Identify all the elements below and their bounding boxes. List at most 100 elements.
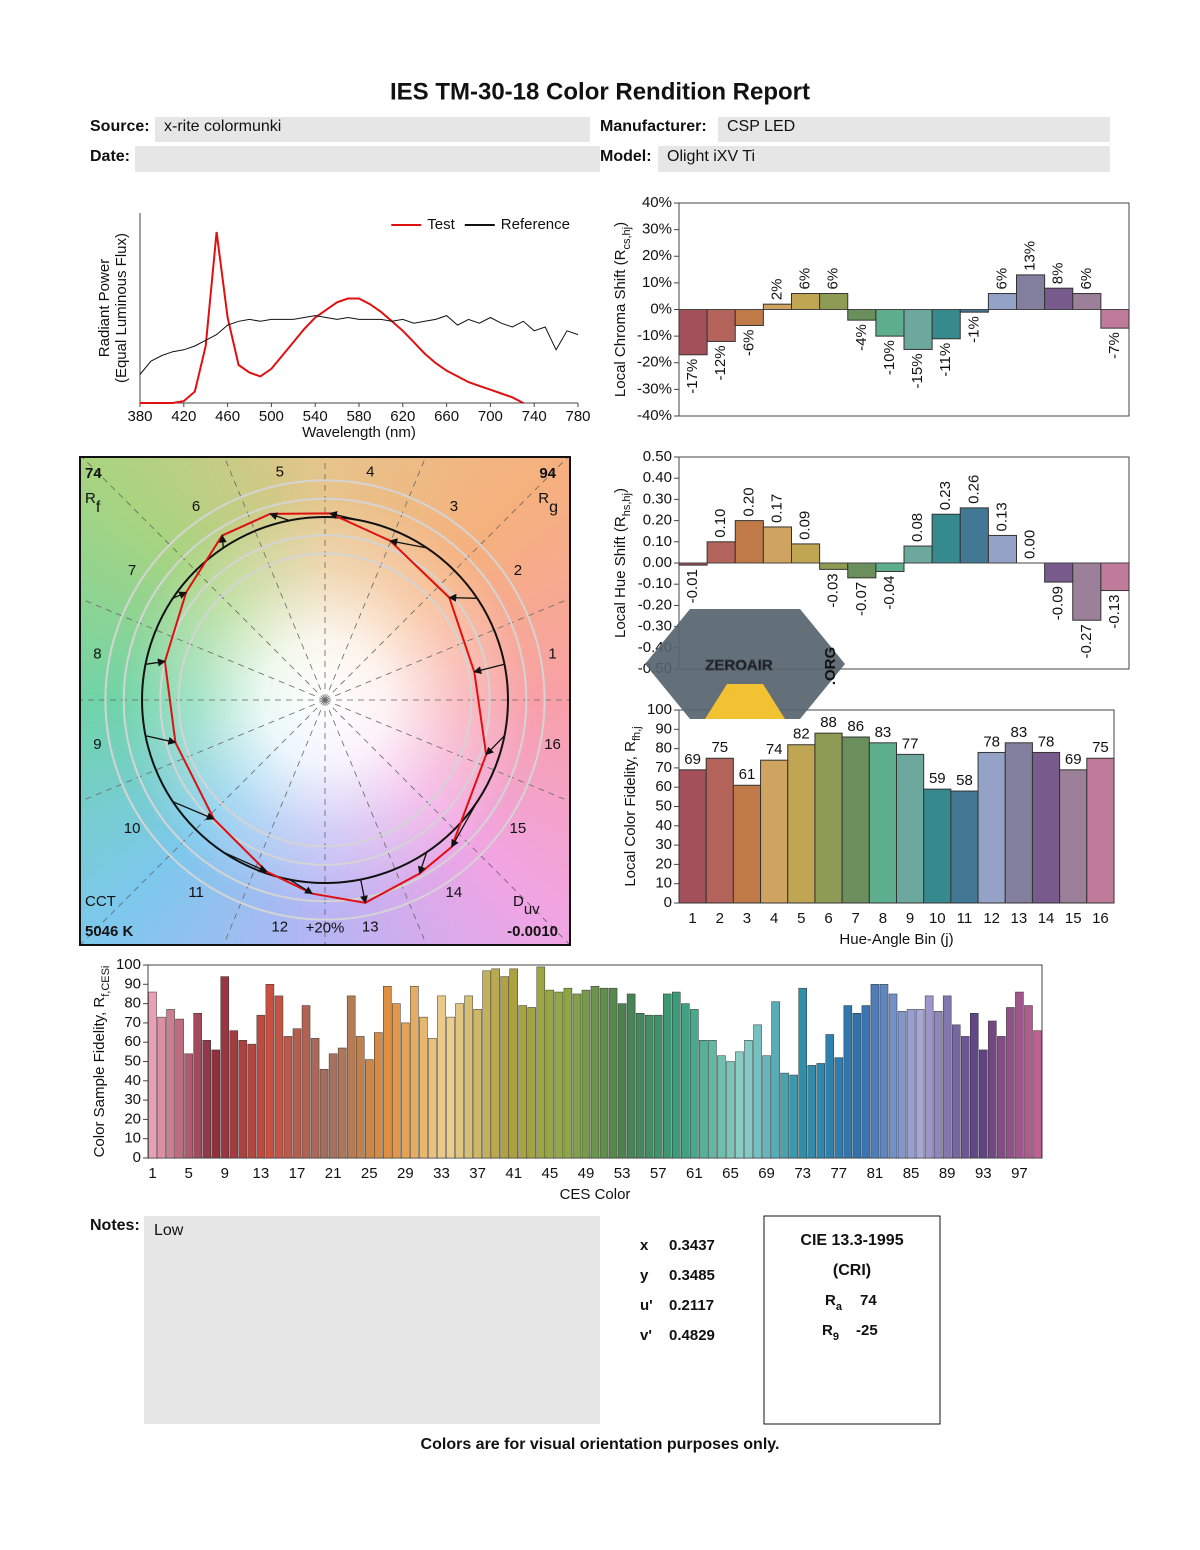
x-tick-label: 89 [939,1165,956,1182]
bin-label: 7 [128,562,136,579]
bar [734,309,764,326]
value-label: -6% [740,329,757,356]
x-tick-label: 13 [1011,910,1028,927]
x-tick-label: 420 [171,408,196,425]
value-label: -10% [881,340,898,375]
value-label: 6% [1078,268,1095,290]
bar [931,309,961,340]
y-axis-title-part: ) [612,488,629,493]
value-label: 69 [684,751,701,768]
y-axis-title: Color Sample Fidelity, Rf,CESi [91,966,112,1158]
bar [383,985,392,1159]
y-axis-title-part: Color Sample Fidelity, R [91,997,108,1158]
bar [787,744,816,904]
bin-label: 12 [271,919,288,936]
cri-ra-value: 74 [860,1292,877,1309]
x-tick-label: 53 [614,1165,631,1182]
bar [1024,1005,1033,1159]
y-tick-label: 20% [642,247,672,264]
x-tick-label: 45 [542,1165,559,1182]
value-label: 83 [1011,724,1028,741]
bar [977,751,1006,904]
bar [819,562,849,570]
rg-symbol: Rg [538,490,558,516]
legend-label: Test [427,216,455,233]
y-tick-label: 0.50 [643,448,672,465]
y-tick-label: 40 [655,817,672,834]
bar [979,1049,988,1159]
bar [166,1009,175,1159]
bar [1031,751,1061,904]
rf-value: 74 [85,465,102,482]
bar [690,1009,699,1159]
shift-arrow [172,801,215,820]
chromaticity-value: 0.3485 [669,1267,715,1284]
bar [428,1038,437,1159]
chromaticity-label: y [640,1267,649,1284]
bin-label: 15 [510,820,527,837]
value-label: 0.08 [909,513,926,542]
bin-label: 6 [192,498,200,515]
bin-boundary [223,699,326,945]
shift-arrow [389,538,427,549]
value-label: -1% [965,316,982,343]
bar [897,1011,907,1159]
value-label: 82 [793,726,810,743]
bin-label: 2 [514,562,522,579]
x-tick-label: 41 [505,1165,522,1182]
value-label: -0.27 [1078,624,1095,658]
bin-boundary [80,699,326,945]
rg-value: 94 [539,465,556,482]
bar [762,1055,771,1159]
bar [238,1040,248,1159]
bin-label: 5 [276,463,284,480]
bar [446,1016,455,1159]
value-label: 0.23 [937,481,954,510]
field-box [135,146,600,172]
bar [1072,293,1102,310]
bar [825,1034,835,1159]
bar [491,968,500,1159]
bar [870,984,880,1159]
bar [726,1061,735,1159]
field-value: CSP LED [727,118,795,135]
cri-box [763,1215,941,1425]
y-tick-label: 100 [647,701,672,718]
x-tick-label: 14 [1038,910,1055,927]
value-label: 69 [1065,751,1082,768]
shift-arrow [223,851,268,873]
rg-symbol-part: g [549,499,558,516]
x-tick-label: 73 [794,1165,811,1182]
shift-arrow [218,534,227,548]
x-tick-label: 2 [716,910,724,927]
y-tick-label: 30 [124,1091,141,1108]
bar [1016,274,1046,311]
bin-label: 9 [93,736,101,753]
value-label: -0.01 [684,569,701,603]
value-label: 75 [1092,739,1109,756]
bar [847,562,877,579]
value-label: 8% [1050,263,1067,285]
bar [220,976,230,1159]
x-tick-label: 21 [325,1165,342,1182]
bar [959,507,989,564]
x-tick-label: 97 [1011,1165,1028,1182]
bar [617,1003,627,1159]
bar [915,1009,925,1159]
bar [705,757,734,904]
x-tick-label: 33 [433,1165,450,1182]
x-tick-label: 1 [688,910,696,927]
bar [879,984,889,1159]
bin-label: 10 [124,820,141,837]
bar [437,995,446,1159]
bin-label: 11 [188,884,204,901]
y-tick-label: 90 [124,975,141,992]
value-label: -0.04 [881,575,898,609]
cri-ra-symbol-part: R [825,1292,836,1309]
x-tick-label: 3 [743,910,751,927]
bar [771,1001,780,1159]
x-tick-label: 57 [650,1165,667,1182]
value-label: 61 [739,766,756,783]
x-axis-title: CES Color [560,1186,631,1203]
value-label: 74 [766,741,783,758]
